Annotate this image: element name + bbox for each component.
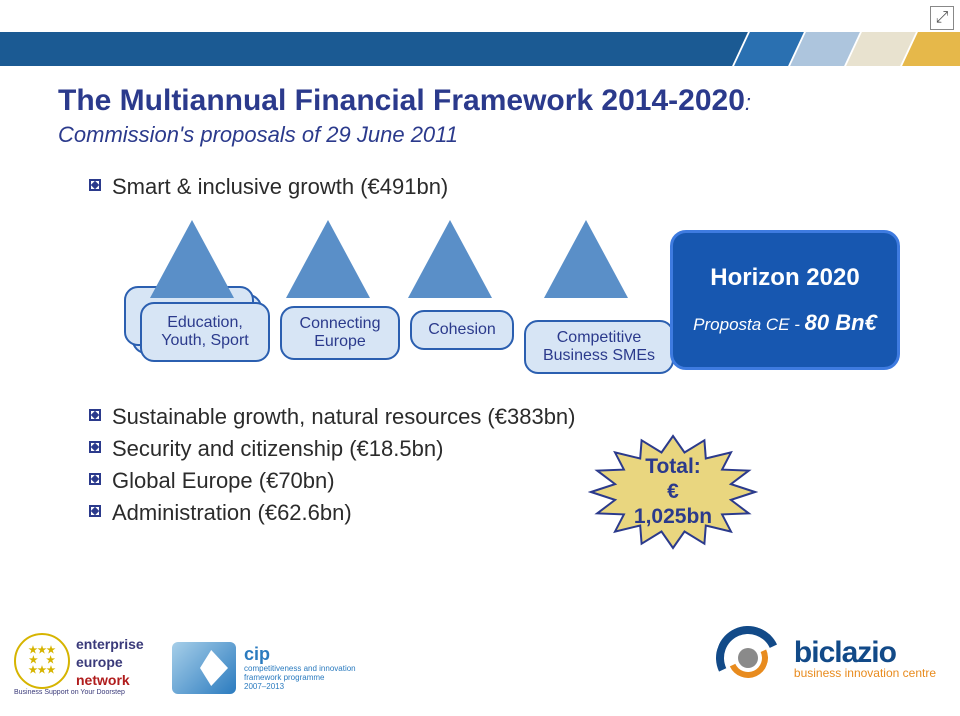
biclazio-logo: biclazio business innovation centre — [712, 622, 936, 694]
mff-diagram: Education,Youth, SportConnectingEuropeCo… — [110, 210, 670, 400]
cip-mark-icon — [172, 642, 236, 694]
category-box: Cohesion — [410, 310, 514, 350]
horizon-sub-prefix: Proposta CE - — [693, 315, 805, 334]
bullet-marker-icon — [88, 504, 102, 518]
een-stars-icon: ★★★★ ★★★★ — [14, 633, 70, 689]
stripe-block — [0, 32, 748, 66]
starburst-line1: Total: — [631, 454, 716, 479]
bullet-text: Security and citizenship (€18.5bn) — [112, 436, 443, 462]
bullet-item: Security and citizenship (€18.5bn) — [88, 436, 576, 462]
starburst-line2: € 1,025bn — [631, 479, 716, 529]
biclazio-sub: business innovation centre — [794, 666, 936, 680]
een-word2: europe — [76, 654, 144, 670]
slide-subtitle: Commission's proposals of 29 June 2011 — [58, 122, 918, 148]
een-word1: enterprise — [76, 636, 144, 652]
expand-icon[interactable]: ⤢ — [930, 6, 954, 30]
biclazio-arc-icon — [712, 622, 784, 694]
triangle-icon — [286, 220, 370, 298]
bullet-marker-icon — [88, 178, 102, 192]
bullet-marker-icon — [88, 472, 102, 486]
horizon-subtitle: Proposta CE - 80 Bn€ — [693, 310, 877, 336]
bullet-item: Administration (€62.6bn) — [88, 500, 576, 526]
category-box: ConnectingEurope — [280, 306, 400, 360]
triangle-icon — [150, 220, 234, 298]
bullets-top: Smart & inclusive growth (€491bn) — [88, 174, 448, 206]
bullet-item: Smart & inclusive growth (€491bn) — [88, 174, 448, 200]
slide-title-main: The Multiannual Financial Framework 2014… — [58, 84, 745, 117]
bullets-bottom: Sustainable growth, natural resources (€… — [88, 404, 576, 532]
bullet-text: Administration (€62.6bn) — [112, 500, 352, 526]
een-word3: network — [76, 672, 144, 688]
bullet-text: Sustainable growth, natural resources (€… — [112, 404, 576, 430]
expand-glyph: ⤢ — [936, 9, 949, 27]
een-tagline: Business Support on Your Doorstep — [14, 689, 125, 696]
een-logo: ★★★★ ★★★★ enterprise europe network Busi… — [14, 633, 144, 696]
triangle-icon — [408, 220, 492, 298]
total-starburst: Total: € 1,025bn — [588, 432, 758, 552]
cip-line3: 2007–2013 — [244, 683, 356, 692]
bullet-text: Global Europe (€70bn) — [112, 468, 335, 494]
triangle-icon — [544, 220, 628, 298]
header-stripe — [0, 32, 960, 66]
bullet-item: Sustainable growth, natural resources (€… — [88, 404, 576, 430]
bullet-marker-icon — [88, 440, 102, 454]
cip-big: cip — [244, 644, 356, 665]
horizon-sub-amount: 80 Bn€ — [805, 310, 877, 335]
bullet-item: Global Europe (€70bn) — [88, 468, 576, 494]
slide-title-block: The Multiannual Financial Framework 2014… — [58, 84, 918, 148]
starburst-label: Total: € 1,025bn — [631, 454, 716, 530]
bullet-marker-icon — [88, 408, 102, 422]
bullet-text: Smart & inclusive growth (€491bn) — [112, 174, 448, 200]
footer-logos: ★★★★ ★★★★ enterprise europe network Busi… — [0, 622, 960, 706]
cip-logo: cip competitiveness and innovation frame… — [172, 642, 356, 694]
category-box: CompetitiveBusiness SMEs — [524, 320, 674, 374]
horizon-title: Horizon 2020 — [710, 264, 859, 292]
horizon-2020-callout: Horizon 2020 Proposta CE - 80 Bn€ — [670, 230, 900, 370]
slide-title-suffix: : — [745, 90, 751, 115]
biclazio-main: biclazio — [794, 636, 936, 670]
category-box: Education,Youth, Sport — [140, 302, 270, 362]
